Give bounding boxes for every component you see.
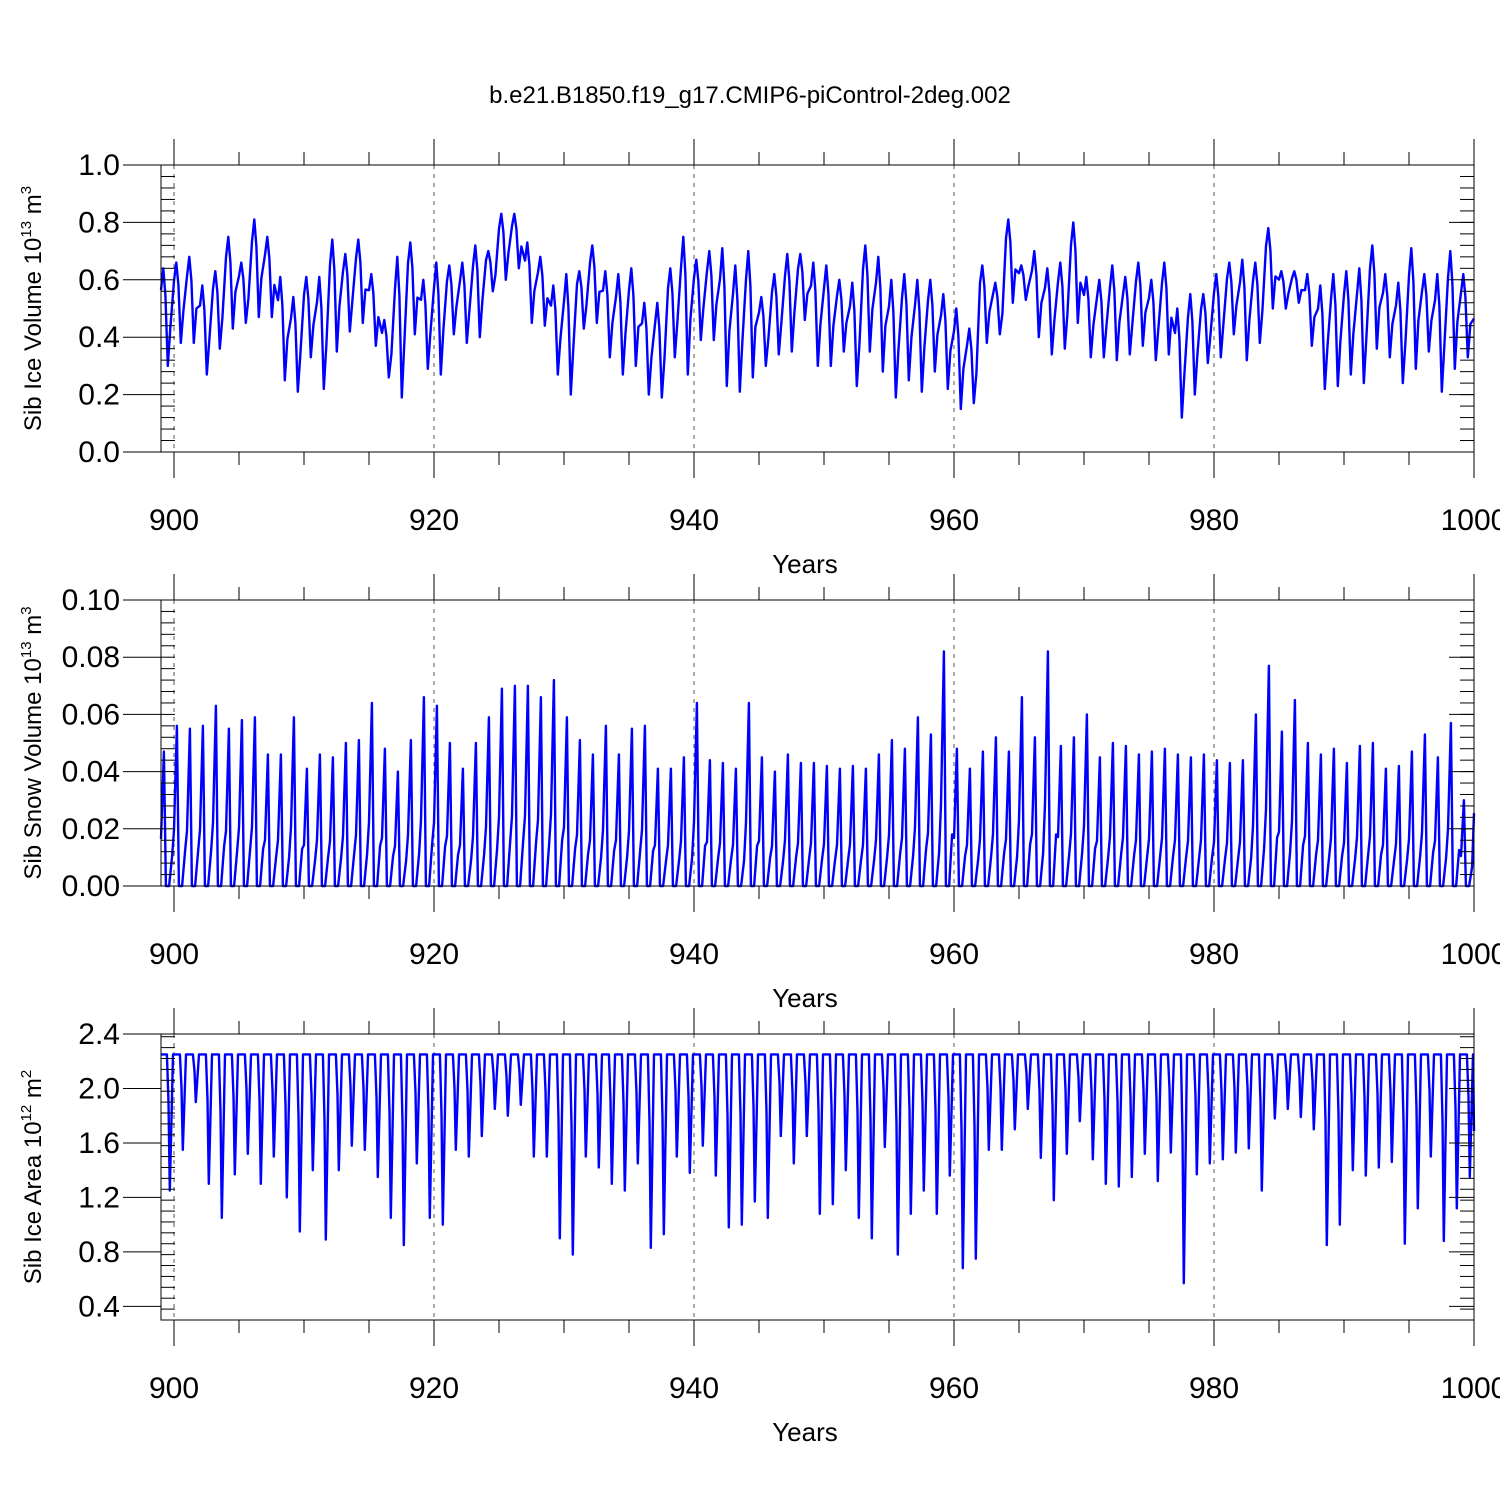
- y-tick-label: 0.04: [62, 756, 120, 789]
- x-tick-label: 1000: [1441, 938, 1500, 971]
- y-axis-label: Sib Ice Area 1012 m2: [18, 1070, 47, 1284]
- y-axis-label-unit: m: [20, 1078, 47, 1105]
- y-tick-label: 0.06: [62, 698, 120, 731]
- series-line: [159, 650, 1476, 888]
- panel-2: 0.00 0.02 0.04 0.06 0.08 0.10 900 920 940 960 980 1…: [18, 574, 1500, 1013]
- x-tick-label: 960: [929, 504, 979, 537]
- y-axis-label-exponent: 13: [18, 221, 35, 238]
- y-tick-label: 1.0: [78, 149, 120, 182]
- y-axis-label-unit: m: [20, 615, 47, 642]
- y-axis-label-unit-exponent: 3: [18, 606, 35, 614]
- x-tick-label: 980: [1189, 938, 1239, 971]
- y-tick-label: 0.02: [62, 813, 120, 846]
- plot-frame: [160, 1033, 1475, 1321]
- x-tick-label: 900: [149, 938, 199, 971]
- y-axis-label-exponent: 13: [18, 641, 35, 658]
- y-tick-label: 0.08: [62, 641, 120, 674]
- y-axis-label: Sib Snow Volume 1013 m3: [18, 606, 47, 879]
- x-tick-label: 940: [669, 504, 719, 537]
- panel-1: 0.0 0.2 0.4 0.6 0.8 1.0 900 920 940 960 980 1000 Yea…: [18, 139, 1500, 579]
- y-axis-label: Sib Ice Volume 1013 m3: [18, 186, 47, 431]
- x-axis-label: Years: [772, 549, 838, 579]
- x-tick-label: 980: [1189, 1372, 1239, 1405]
- figure-title: b.e21.B1850.f19_g17.CMIP6-piControl-2deg…: [489, 82, 1011, 109]
- y-tick-label: 0.10: [62, 584, 120, 617]
- x-tick-label: 960: [929, 938, 979, 971]
- x-tick-label: 900: [149, 1372, 199, 1405]
- panel-3: 0.4 0.8 1.2 1.6 2.0 2.4 900 920 940 960 980 1000 Yea…: [18, 1008, 1500, 1447]
- y-tick-label: 1.2: [78, 1181, 120, 1214]
- y-axis-label-text: Sib Snow Volume 10: [20, 658, 47, 879]
- y-axis-label-unit-exponent: 3: [18, 186, 35, 194]
- x-tick-label: 1000: [1441, 504, 1500, 537]
- y-tick-label: 2.4: [78, 1018, 120, 1051]
- y-tick-label: 0.0: [78, 436, 120, 469]
- y-axis-label-exponent: 12: [18, 1105, 35, 1122]
- series-line: [161, 1053, 1476, 1285]
- series-line: [159, 212, 1476, 419]
- x-tick-label: 940: [669, 938, 719, 971]
- x-tick-label: 980: [1189, 504, 1239, 537]
- y-axis-label-text: Sib Ice Volume 10: [20, 238, 47, 431]
- y-axis-label-unit: m: [20, 194, 47, 221]
- x-tick-label: 920: [409, 938, 459, 971]
- x-tick-label: 920: [409, 504, 459, 537]
- chart-panels: 0.0 0.2 0.4 0.6 0.8 1.0 900 920 940 960 980 1000 Yea…: [18, 139, 1500, 1447]
- y-tick-label: 0.00: [62, 870, 120, 903]
- x-tick-label: 900: [149, 504, 199, 537]
- y-tick-label: 1.6: [78, 1127, 120, 1160]
- y-tick-label: 0.8: [78, 206, 120, 239]
- y-tick-label: 0.8: [78, 1236, 120, 1269]
- y-axis-label-unit-exponent: 2: [18, 1070, 35, 1078]
- x-tick-label: 940: [669, 1372, 719, 1405]
- y-tick-label: 0.4: [78, 1290, 120, 1323]
- y-tick-label: 0.4: [78, 321, 120, 354]
- x-axis-label: Years: [772, 983, 838, 1013]
- x-axis-label: Years: [772, 1417, 838, 1447]
- x-tick-label: 920: [409, 1372, 459, 1405]
- plot-frame: [160, 164, 1475, 453]
- y-tick-label: 0.2: [78, 379, 120, 412]
- y-tick-label: 2.0: [78, 1072, 120, 1105]
- plot-frame: [160, 599, 1475, 887]
- y-axis-label-text: Sib Ice Area 10: [20, 1121, 47, 1284]
- x-tick-label: 960: [929, 1372, 979, 1405]
- x-tick-label: 1000: [1441, 1372, 1500, 1405]
- y-tick-label: 0.6: [78, 264, 120, 297]
